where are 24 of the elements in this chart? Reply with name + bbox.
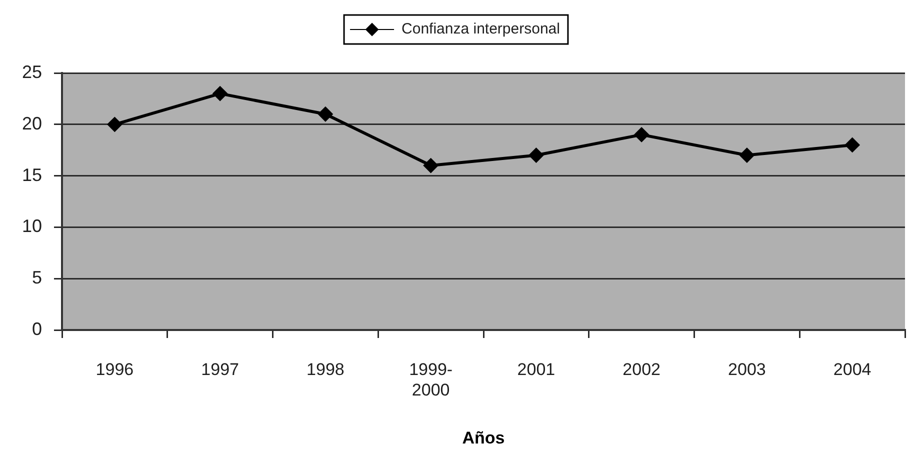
x-tick-label: 2002 [622,360,660,379]
x-tick-label: 2001 [517,360,556,379]
point [423,158,438,174]
x-tick-label: 1998 [306,360,344,379]
y-tick-label: 5 [32,268,42,288]
point [844,137,860,152]
x-tick-label: 2003 [728,360,766,379]
x-tick-label: 1997 [201,360,239,379]
point [212,86,228,102]
y-tick-label: 20 [22,113,42,134]
x-tick-label: 1999-2000 [409,360,453,400]
point [739,148,754,163]
point [107,116,122,132]
y-tick-label: 25 [22,62,42,82]
x-axis-title: Años [462,428,505,448]
point [318,106,333,122]
x-tick-label: 1996 [96,360,134,379]
point [634,127,650,142]
legend-label: Confianza interpersonal [402,20,560,38]
x-tick-label: 2004 [833,360,872,379]
y-tick-label: 0 [32,318,42,339]
point [528,148,544,163]
y-tick-label: 10 [22,216,42,236]
y-tick-label: 15 [22,164,42,185]
